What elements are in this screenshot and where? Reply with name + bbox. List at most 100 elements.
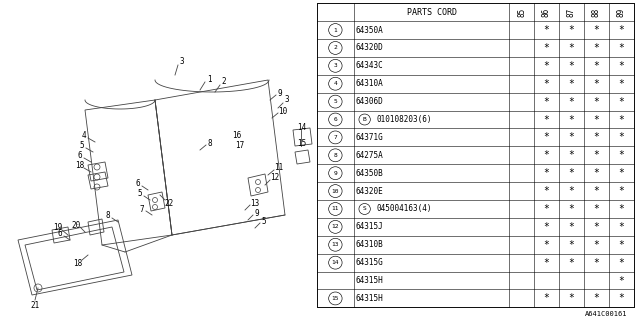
- Text: 14: 14: [298, 124, 307, 132]
- Text: 9: 9: [333, 171, 337, 176]
- Text: 8: 8: [106, 212, 110, 220]
- Text: *: *: [618, 276, 624, 285]
- Text: *: *: [543, 204, 549, 214]
- Text: *: *: [543, 25, 549, 35]
- Text: *: *: [568, 25, 574, 35]
- Text: B: B: [363, 117, 367, 122]
- Text: *: *: [568, 132, 574, 142]
- Text: 12: 12: [332, 224, 339, 229]
- Text: *: *: [543, 168, 549, 178]
- Text: *: *: [593, 132, 599, 142]
- Text: 6: 6: [136, 180, 140, 188]
- Text: 64350A: 64350A: [356, 26, 383, 35]
- Text: 1: 1: [207, 75, 211, 84]
- Text: 15: 15: [298, 139, 307, 148]
- Text: 21: 21: [30, 301, 40, 310]
- Text: 22: 22: [164, 198, 173, 207]
- Text: *: *: [593, 25, 599, 35]
- Text: *: *: [543, 186, 549, 196]
- Text: *: *: [543, 240, 549, 250]
- Text: 18: 18: [76, 162, 84, 171]
- Text: *: *: [543, 61, 549, 71]
- Text: *: *: [568, 222, 574, 232]
- Text: *: *: [543, 97, 549, 107]
- Text: *: *: [618, 222, 624, 232]
- Text: *: *: [593, 293, 599, 303]
- Text: *: *: [618, 293, 624, 303]
- Text: 6: 6: [333, 117, 337, 122]
- Text: 2: 2: [221, 77, 227, 86]
- Text: 64315J: 64315J: [356, 222, 383, 231]
- Text: 11: 11: [275, 164, 284, 172]
- Text: *: *: [593, 43, 599, 53]
- Text: 3: 3: [180, 58, 184, 67]
- Text: 5: 5: [333, 99, 337, 104]
- Text: *: *: [568, 240, 574, 250]
- Text: 64275A: 64275A: [356, 151, 383, 160]
- Text: 15: 15: [332, 296, 339, 301]
- Text: 64306D: 64306D: [356, 97, 383, 106]
- Text: *: *: [618, 240, 624, 250]
- Text: *: *: [618, 258, 624, 268]
- Text: *: *: [543, 258, 549, 268]
- Text: 64350B: 64350B: [356, 169, 383, 178]
- Text: *: *: [568, 204, 574, 214]
- Text: *: *: [593, 258, 599, 268]
- Text: S: S: [363, 206, 367, 212]
- Text: 7: 7: [333, 135, 337, 140]
- Text: 12: 12: [270, 173, 280, 182]
- Text: 14: 14: [332, 260, 339, 265]
- Text: *: *: [593, 150, 599, 160]
- Text: *: *: [543, 132, 549, 142]
- Text: 64320E: 64320E: [356, 187, 383, 196]
- Text: 64315G: 64315G: [356, 258, 383, 267]
- Text: *: *: [543, 293, 549, 303]
- Text: *: *: [593, 168, 599, 178]
- Text: *: *: [593, 204, 599, 214]
- Text: *: *: [568, 150, 574, 160]
- Text: 16: 16: [232, 131, 242, 140]
- Text: *: *: [618, 150, 624, 160]
- Text: *: *: [568, 115, 574, 124]
- Text: 010108203(6): 010108203(6): [377, 115, 433, 124]
- Text: 64310A: 64310A: [356, 79, 383, 88]
- Text: PARTS CORD: PARTS CORD: [406, 8, 456, 17]
- Text: 4: 4: [82, 132, 86, 140]
- Text: *: *: [618, 132, 624, 142]
- Text: 64310B: 64310B: [356, 240, 383, 249]
- Text: *: *: [593, 115, 599, 124]
- Text: 8: 8: [208, 139, 212, 148]
- Text: 20: 20: [72, 220, 81, 229]
- Text: *: *: [618, 115, 624, 124]
- Text: 045004163(4): 045004163(4): [377, 204, 433, 213]
- Text: *: *: [593, 97, 599, 107]
- Text: *: *: [618, 204, 624, 214]
- Text: 89: 89: [616, 8, 625, 17]
- Text: *: *: [568, 79, 574, 89]
- Text: *: *: [568, 168, 574, 178]
- Text: 7: 7: [140, 204, 144, 213]
- Text: 6: 6: [77, 151, 83, 161]
- Text: *: *: [618, 61, 624, 71]
- Text: *: *: [543, 115, 549, 124]
- Text: 86: 86: [542, 8, 551, 17]
- Text: *: *: [568, 97, 574, 107]
- Text: 10: 10: [278, 107, 287, 116]
- Text: 13: 13: [250, 198, 260, 207]
- Text: 4: 4: [333, 81, 337, 86]
- Text: *: *: [618, 25, 624, 35]
- Text: *: *: [618, 43, 624, 53]
- Text: A641C00161: A641C00161: [585, 311, 627, 317]
- Text: 3: 3: [333, 63, 337, 68]
- Text: 85: 85: [517, 8, 526, 17]
- Text: 9: 9: [255, 209, 259, 218]
- Text: *: *: [618, 168, 624, 178]
- Text: *: *: [568, 293, 574, 303]
- Text: 6: 6: [58, 229, 62, 238]
- Text: *: *: [543, 222, 549, 232]
- Text: 9: 9: [278, 89, 282, 98]
- Text: 19: 19: [53, 223, 63, 233]
- Text: 13: 13: [332, 242, 339, 247]
- Text: *: *: [543, 79, 549, 89]
- Text: 5: 5: [80, 141, 84, 150]
